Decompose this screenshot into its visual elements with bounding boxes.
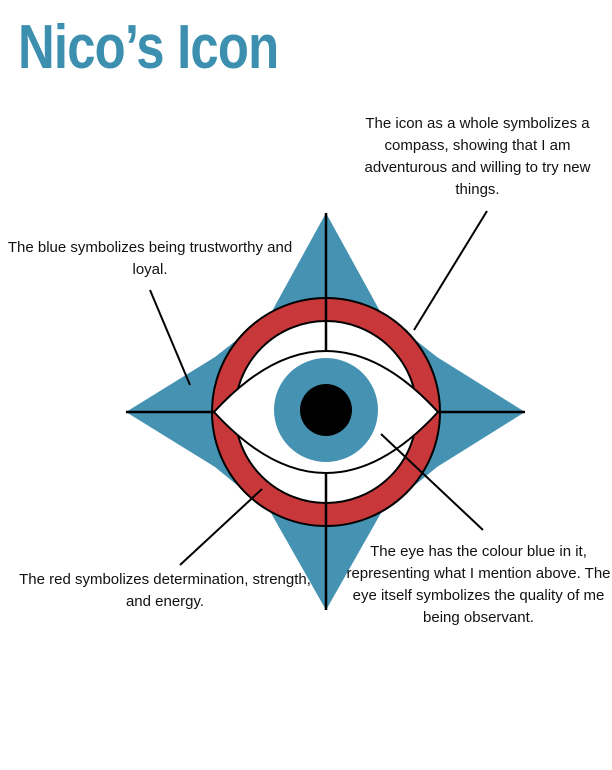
- compass-leader-line: [413, 210, 488, 331]
- eye-leader-line: [380, 433, 484, 531]
- eye-annotation: The eye has the colour blue in it, repre…: [346, 543, 611, 626]
- red-leader-line: [179, 488, 263, 566]
- page-title: Nico’s Icon: [18, 13, 279, 82]
- blue-annotation: The blue symbolizes being trustworthy an…: [7, 239, 293, 278]
- eye-pupil: [300, 384, 352, 436]
- red-annotation: The red symbolizes determination, streng…: [19, 571, 311, 610]
- blue-leader-line: [149, 289, 191, 386]
- compass-annotation: The icon as a whole symbolizes a compass…: [364, 115, 591, 198]
